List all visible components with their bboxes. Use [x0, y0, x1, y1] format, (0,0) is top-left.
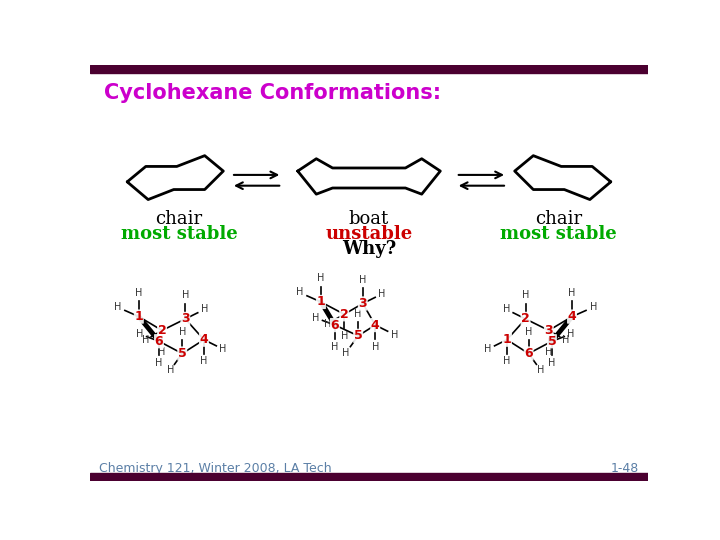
Text: H: H — [179, 327, 186, 337]
Text: 1: 1 — [503, 333, 511, 346]
Bar — [90, 473, 648, 481]
Text: H: H — [324, 319, 331, 329]
Text: 2: 2 — [521, 313, 530, 326]
Text: H: H — [158, 347, 166, 357]
Text: H: H — [343, 348, 350, 357]
Text: chair: chair — [156, 210, 203, 227]
Text: H: H — [548, 357, 556, 368]
Text: 4: 4 — [199, 333, 208, 346]
Text: H: H — [484, 344, 492, 354]
Text: H: H — [391, 329, 398, 340]
Text: 5: 5 — [547, 335, 557, 348]
Text: 2: 2 — [340, 308, 348, 321]
Bar — [90, 65, 648, 72]
Text: H: H — [156, 357, 163, 368]
Text: H: H — [318, 273, 325, 283]
Text: 3: 3 — [181, 313, 189, 326]
Text: H: H — [114, 302, 121, 312]
Text: H: H — [525, 327, 532, 337]
Text: H: H — [136, 329, 143, 339]
Text: H: H — [567, 329, 575, 339]
Text: 6: 6 — [155, 335, 163, 348]
Text: H: H — [545, 347, 552, 357]
Text: H: H — [562, 335, 570, 345]
Text: H: H — [354, 309, 362, 319]
Text: H: H — [135, 288, 143, 298]
Text: H: H — [378, 289, 386, 299]
Text: H: H — [590, 302, 598, 312]
Text: H: H — [331, 341, 338, 352]
Text: Cyclohexane Conformations:: Cyclohexane Conformations: — [104, 83, 441, 103]
Text: most stable: most stable — [121, 225, 238, 243]
Text: 6: 6 — [524, 347, 533, 360]
Text: H: H — [181, 290, 189, 300]
Text: H: H — [341, 331, 348, 341]
Text: H: H — [568, 288, 576, 298]
Text: boat: boat — [349, 210, 389, 227]
Text: H: H — [166, 365, 174, 375]
Text: H: H — [503, 305, 510, 314]
Text: H: H — [312, 313, 320, 323]
Text: most stable: most stable — [500, 225, 617, 243]
Text: H: H — [142, 335, 149, 345]
Text: 2: 2 — [158, 324, 166, 337]
Text: 5: 5 — [354, 329, 363, 342]
Text: unstable: unstable — [325, 225, 413, 243]
Text: H: H — [372, 341, 379, 352]
Text: H: H — [296, 287, 303, 298]
Text: 1: 1 — [135, 310, 143, 323]
Text: 3: 3 — [359, 297, 367, 310]
Text: 5: 5 — [178, 347, 186, 360]
Text: 1: 1 — [317, 295, 325, 308]
Text: 4: 4 — [567, 310, 577, 323]
Text: Chemistry 121, Winter 2008, LA Tech: Chemistry 121, Winter 2008, LA Tech — [99, 462, 332, 475]
Text: H: H — [522, 290, 529, 300]
Text: Why?: Why? — [342, 240, 396, 258]
Text: chair: chair — [535, 210, 582, 227]
Text: 3: 3 — [544, 324, 553, 337]
Text: H: H — [503, 356, 510, 366]
Text: H: H — [201, 305, 208, 314]
Text: H: H — [220, 344, 227, 354]
Text: H: H — [359, 275, 366, 285]
Text: 1-48: 1-48 — [611, 462, 639, 475]
Text: 6: 6 — [330, 319, 339, 332]
Text: H: H — [537, 365, 544, 375]
Text: 4: 4 — [371, 319, 379, 332]
Text: H: H — [200, 356, 207, 366]
